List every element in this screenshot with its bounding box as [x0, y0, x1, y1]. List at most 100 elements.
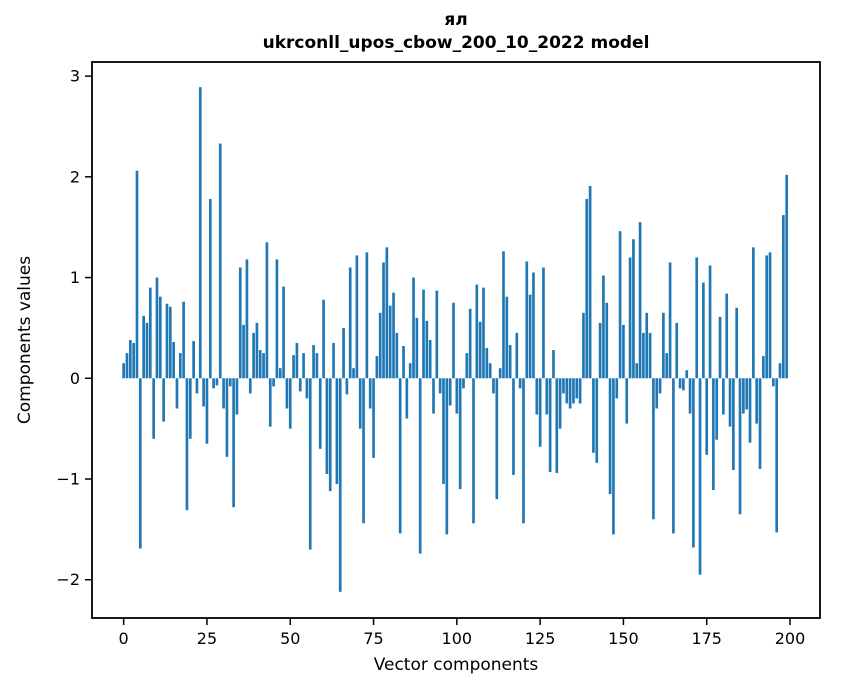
bar: [152, 378, 155, 439]
bar: [638, 222, 642, 379]
bar: [738, 378, 742, 515]
bar: [302, 353, 305, 379]
bar: [382, 262, 385, 379]
bar: [212, 378, 215, 389]
bar: [148, 287, 152, 379]
bar: [248, 378, 252, 394]
bar: [652, 378, 655, 520]
bar: [478, 321, 482, 379]
bar: [352, 368, 355, 379]
bar: [692, 378, 695, 548]
bar: [228, 378, 232, 387]
bar: [622, 324, 625, 379]
bar: [742, 378, 745, 414]
bar: [785, 174, 789, 379]
bar: [422, 289, 425, 379]
bar: [435, 290, 439, 379]
chart-title: ял: [444, 10, 467, 30]
bar: [572, 378, 575, 404]
x-tick-label: 25: [197, 629, 217, 648]
bar: [778, 363, 782, 379]
bar: [515, 332, 519, 379]
bar: [155, 277, 159, 379]
bar: [595, 378, 599, 463]
bar: [242, 324, 245, 379]
bar: [662, 312, 665, 379]
bar: [472, 378, 475, 524]
bar: [485, 348, 489, 379]
bar: [192, 341, 195, 379]
bar: [458, 378, 462, 490]
bar: [345, 378, 349, 395]
bar: [235, 378, 239, 415]
bar: [532, 272, 535, 379]
bar: [508, 345, 512, 379]
bar: [518, 378, 522, 389]
bar: [555, 378, 559, 473]
bar: [762, 356, 765, 379]
bar: [552, 350, 555, 379]
bar: [315, 353, 319, 379]
bar: [188, 378, 192, 439]
bar: [442, 378, 445, 485]
bar: [182, 301, 185, 379]
bar: [625, 378, 629, 424]
bar: [492, 378, 495, 394]
bar: [672, 378, 675, 534]
bar: [282, 286, 285, 379]
bar: [255, 322, 259, 379]
bar: [715, 378, 719, 440]
bar: [452, 302, 455, 379]
bar: [455, 378, 459, 414]
bar: [522, 378, 525, 524]
bar: [408, 363, 412, 379]
bar: [525, 261, 529, 379]
x-tick-label: 75: [363, 629, 383, 648]
bar: [782, 215, 785, 379]
bar: [732, 378, 735, 470]
bar: [488, 363, 492, 379]
bar: [158, 296, 162, 379]
x-tick-label: 175: [691, 629, 722, 648]
bar: [765, 255, 769, 379]
bar: [268, 378, 272, 427]
bar: [208, 198, 212, 379]
bar: [265, 242, 269, 379]
bar: [388, 305, 392, 379]
bar: [238, 267, 242, 379]
bar: [232, 378, 235, 508]
x-tick-label: 125: [525, 629, 556, 648]
bar: [702, 282, 705, 379]
bar: [745, 378, 749, 410]
bar: [392, 292, 395, 379]
bar: [628, 257, 632, 379]
bar: [592, 378, 595, 453]
bar: [588, 185, 592, 379]
bar: [445, 378, 449, 535]
bar: [725, 293, 729, 379]
bar: [428, 340, 432, 379]
bar: [275, 259, 279, 379]
bar: [305, 378, 309, 399]
bars-layer: [122, 87, 789, 592]
bar: [568, 378, 572, 409]
bar: [642, 332, 645, 379]
bar: [462, 378, 465, 389]
bar: [768, 252, 772, 379]
bar: [575, 378, 579, 399]
bar: [542, 267, 545, 379]
bar: [258, 350, 262, 379]
bar: [748, 378, 752, 443]
bar: [358, 378, 362, 429]
x-tick-label: 0: [119, 629, 129, 648]
x-axis-label: Vector components: [374, 655, 539, 675]
bar: [602, 275, 605, 379]
bar: [295, 343, 299, 379]
bar: [545, 378, 549, 415]
bar: [342, 327, 345, 379]
bar: [682, 378, 685, 391]
bar: [675, 322, 679, 379]
bar: [632, 239, 635, 379]
bar: [372, 378, 375, 458]
bar: [438, 378, 442, 394]
